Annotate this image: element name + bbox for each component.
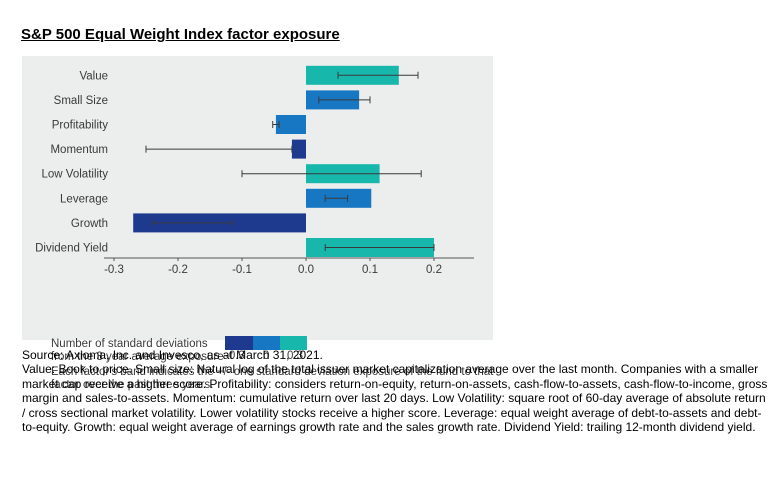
bar-momentum (291, 139, 306, 159)
category-label-leverage: Leverage (60, 193, 108, 205)
legend-label-line1: Number of standard deviations (51, 338, 208, 350)
page-title: S&P 500 Equal Weight Index factor exposu… (21, 26, 340, 43)
factor-exposure-chart: Value Small Size Profitability Momentum Low … (35, 65, 474, 276)
x-tick-label-0: -0.3 (104, 264, 124, 276)
legend-swatch-low (225, 336, 253, 350)
x-tick-label-4: 0.1 (362, 264, 378, 276)
legend-label: Number of standard deviations from the 3… (51, 338, 224, 364)
legend-label-line2: from the 3 year average exposure (51, 351, 224, 363)
chart-panel: Value Small Size Profitability Momentum Low … (22, 56, 493, 391)
legend-swatch-high (280, 336, 307, 350)
x-tick-label-3: 0.0 (298, 264, 314, 276)
legend-tick-mid: 0 (263, 350, 270, 362)
category-label-momentum: Momentum (50, 144, 108, 156)
factor-definitions: Value: Book to price. Small size: Natura… (22, 362, 768, 435)
category-label-profitability: Profitability (52, 120, 108, 132)
x-tick-label-5: 0.2 (426, 264, 442, 276)
category-label-low-volatility: Low Volatility (42, 169, 109, 181)
category-label-growth: Growth (71, 218, 108, 230)
legend-tick-low: -0.3 (225, 350, 245, 362)
x-tick-label-1: -0.2 (168, 264, 188, 276)
band-note: Each factor's band indicates the +/- one… (51, 366, 494, 391)
legend-swatch-mid (253, 336, 280, 350)
bar-profitability (275, 115, 306, 134)
footnotes: Source: Axioma, Inc. and Invesco, as at … (22, 348, 772, 434)
category-label-small-size: Small Size (54, 95, 108, 107)
x-tick-label-2: -0.1 (232, 264, 252, 276)
category-label-dividend-yield: Dividend Yield (35, 243, 108, 255)
legend-tick-high: 0.3 (287, 350, 303, 362)
category-label-value: Value (79, 70, 108, 82)
source-note: Source: Axioma, Inc. and Invesco, as at … (22, 348, 323, 362)
